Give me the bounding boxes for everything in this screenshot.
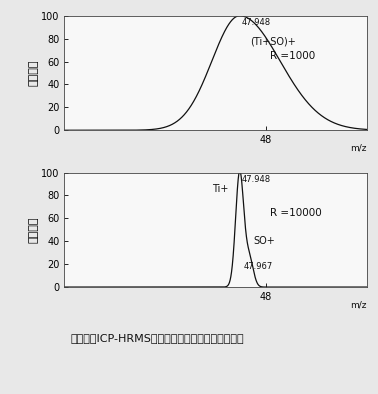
Y-axis label: 相対強度: 相対強度 <box>28 60 38 86</box>
Text: R =10000: R =10000 <box>270 208 322 217</box>
Text: 47.948: 47.948 <box>241 18 270 27</box>
Text: 47.967: 47.967 <box>243 262 273 271</box>
Y-axis label: 相対強度: 相対強度 <box>28 217 38 243</box>
Text: 47.948: 47.948 <box>241 175 270 184</box>
Text: m/z: m/z <box>350 144 367 153</box>
Text: m/z: m/z <box>350 301 367 310</box>
Text: SO+: SO+ <box>253 236 275 246</box>
Text: R =1000: R =1000 <box>270 51 315 61</box>
Text: (Ti+SO)+: (Ti+SO)+ <box>250 36 296 46</box>
Text: 図２　　ICP-HRMSによるチタンのマススペクトル: 図２ ICP-HRMSによるチタンのマススペクトル <box>70 333 244 343</box>
Text: Ti+: Ti+ <box>212 184 228 194</box>
